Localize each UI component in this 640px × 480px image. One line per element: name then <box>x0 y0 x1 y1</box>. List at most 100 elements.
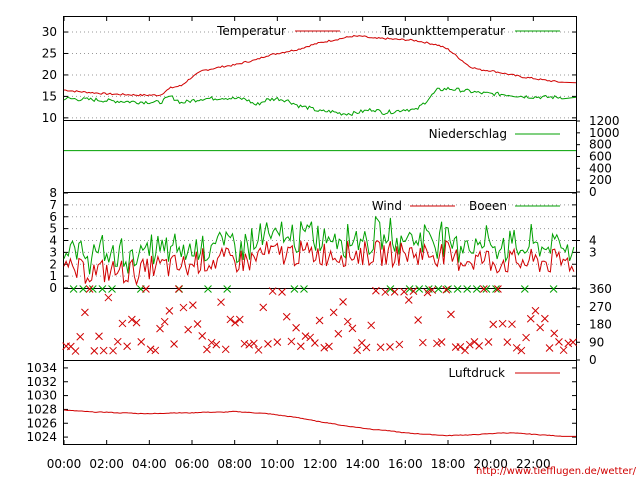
direction-marker <box>472 285 481 293</box>
direction-marker <box>165 307 174 315</box>
y-tick-label: 8 <box>49 186 57 200</box>
direction-marker <box>226 315 235 324</box>
x-tick-label: 04:00 <box>132 457 167 471</box>
direction-marker <box>113 337 122 346</box>
direction-marker <box>231 318 239 327</box>
y-tick-right-label: 1200 <box>589 114 620 128</box>
direction-marker <box>405 285 414 293</box>
direction-marker <box>540 314 549 323</box>
direction-marker <box>127 315 136 324</box>
direction-marker <box>423 288 432 297</box>
direction-marker <box>463 285 472 293</box>
direction-marker <box>465 340 474 349</box>
direction-marker <box>447 310 455 319</box>
credit-link[interactable]: http://www.tiefflugen.de/wetter/ <box>476 466 637 477</box>
direction-marker <box>329 308 338 317</box>
direction-marker <box>339 298 347 306</box>
direction-marker <box>204 285 212 293</box>
direction-marker <box>479 285 488 293</box>
direction-marker <box>381 288 390 296</box>
x-tick-label: 16:00 <box>388 457 423 471</box>
taupunkt-line <box>63 86 577 117</box>
direction-marker <box>415 285 424 293</box>
y-tick-label: 2 <box>49 257 57 271</box>
direction-marker <box>526 314 535 323</box>
direction-marker <box>456 342 465 351</box>
y-tick-label: 3 <box>49 245 57 259</box>
direction-marker <box>390 288 399 296</box>
legend-taupunkt-label: Taupunkttemperatur <box>381 24 505 38</box>
x-tick-label: 10:00 <box>260 457 295 471</box>
direction-marker <box>343 317 352 326</box>
y-tick-label: 4 <box>49 234 57 248</box>
direction-marker <box>484 338 493 346</box>
series-lines <box>63 35 577 437</box>
direction-marker <box>179 303 188 312</box>
direction-marker <box>217 298 225 307</box>
legend-luftdruck-label: Luftdruck <box>448 366 505 380</box>
direction-marker <box>494 285 502 293</box>
y-tick-label: 7 <box>49 198 57 212</box>
wind-direction-panel <box>63 288 577 361</box>
y-tick-label: 5 <box>49 222 57 236</box>
y-tick-label: 1034 <box>26 361 57 375</box>
direction-marker <box>334 329 343 338</box>
wind-direction-markers <box>62 285 577 355</box>
y-tick-right-label: 0 <box>589 353 597 367</box>
direction-marker <box>282 312 291 321</box>
y-tick-label: 1024 <box>26 430 57 444</box>
y-tick-right-label: 180 <box>589 318 612 332</box>
x-tick-label: 08:00 <box>217 457 252 471</box>
direction-marker <box>268 287 277 295</box>
direction-marker <box>453 285 462 293</box>
y-tick-label: 30 <box>42 25 57 39</box>
direction-marker <box>287 337 296 346</box>
direction-marker <box>395 340 404 349</box>
pressure-panel <box>63 360 577 445</box>
legend-temperatur-label: Temperatur <box>216 24 286 38</box>
wind-line <box>63 240 575 287</box>
direction-marker <box>221 345 230 354</box>
direction-marker <box>400 287 408 296</box>
direction-marker <box>437 338 446 346</box>
y-tick-right-label: 90 <box>589 335 604 349</box>
direction-marker <box>315 316 324 325</box>
x-tick-label: 22:00 <box>516 457 551 471</box>
direction-marker <box>434 285 443 293</box>
direction-marker <box>442 285 451 294</box>
direction-marker <box>461 346 469 355</box>
direction-marker <box>428 286 437 294</box>
y-tick-label: 1028 <box>26 402 57 416</box>
y-tick-label: 1032 <box>26 375 57 389</box>
direction-marker <box>170 340 178 348</box>
x-tick-label: 12:00 <box>303 457 338 471</box>
direction-marker <box>376 343 385 352</box>
direction-marker <box>433 339 441 348</box>
y-tick-label: 15 <box>42 89 57 103</box>
legend-wind-label: Wind <box>372 199 402 213</box>
direction-marker <box>348 324 357 333</box>
direction-marker <box>193 320 202 328</box>
y-tick-label: 1030 <box>26 389 57 403</box>
y-tick-right-label: 4 <box>589 234 597 248</box>
panel-frames <box>63 16 577 445</box>
direction-marker <box>198 332 207 340</box>
direction-marker <box>559 346 568 355</box>
direction-marker <box>207 338 216 347</box>
y-tick-label: 0 <box>49 281 57 295</box>
direction-marker <box>489 320 498 329</box>
grid-lines <box>64 31 576 277</box>
direction-marker <box>109 346 117 355</box>
direction-marker <box>306 333 315 342</box>
direction-marker <box>81 308 89 317</box>
direction-marker <box>245 340 254 349</box>
direction-marker <box>409 287 418 295</box>
y-tick-right-label: 360 <box>589 282 612 296</box>
y-tick-right-label: 0 <box>589 185 597 199</box>
direction-marker <box>536 323 545 332</box>
direction-marker <box>564 339 573 348</box>
temperatur-line <box>63 35 577 97</box>
x-tick-label: 00:00 <box>47 457 82 471</box>
direction-marker <box>508 320 516 329</box>
direction-marker <box>444 285 452 293</box>
